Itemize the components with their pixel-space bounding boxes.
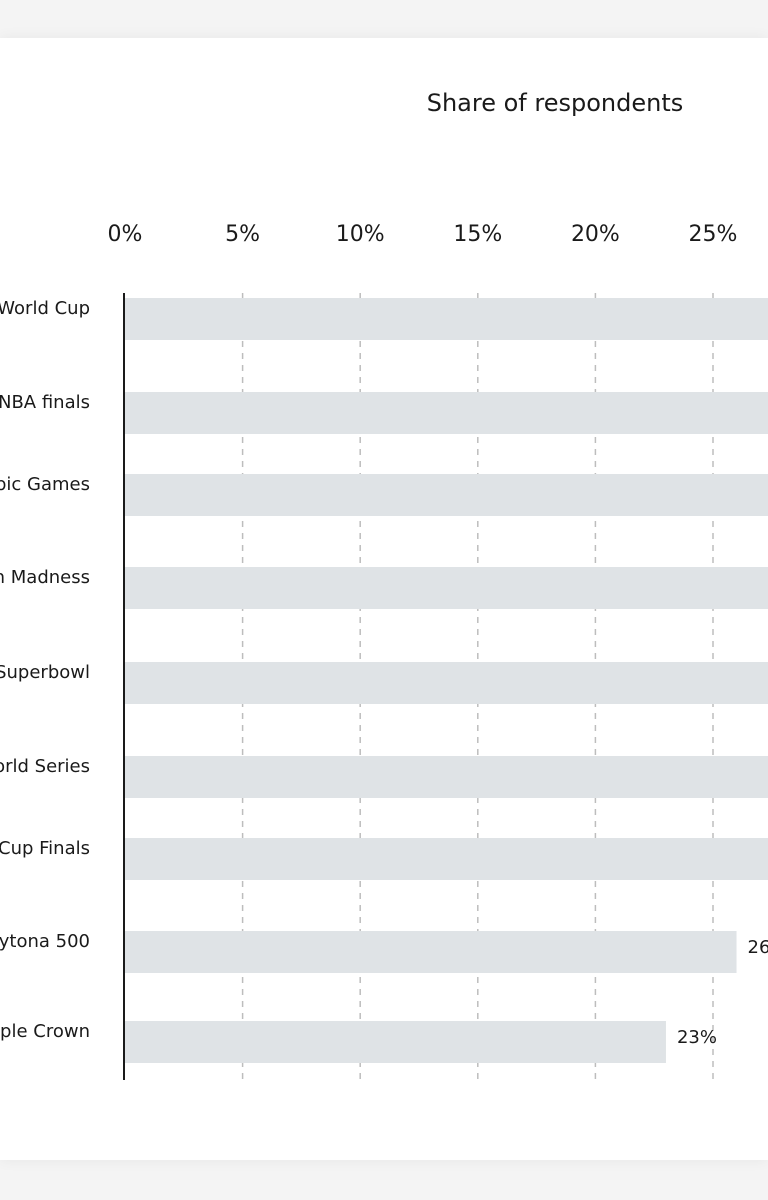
bar (125, 298, 768, 340)
cat-label: pic Games (0, 474, 90, 495)
bar (125, 838, 768, 880)
cat-label: ple Crown (0, 1021, 90, 1042)
chart-title: Share of respondents (427, 89, 684, 117)
bar (125, 931, 737, 973)
x-tick-label: 5% (225, 222, 260, 247)
cat-label: orld Series (0, 756, 90, 777)
bar (125, 392, 768, 434)
x-tick-label: 25% (689, 222, 738, 247)
value-label: 23% (677, 1027, 717, 1048)
cat-label: ytona 500 (0, 931, 90, 952)
bar (125, 567, 768, 609)
bar (125, 474, 768, 516)
bar (125, 1021, 666, 1063)
cat-label: World Cup (0, 298, 90, 319)
x-tick-label: 10% (336, 222, 385, 247)
cat-label: Superbowl (0, 662, 90, 683)
cat-label: NBA finals (0, 392, 90, 413)
x-tick-label: 0% (108, 222, 143, 247)
bar (125, 662, 768, 704)
bar (125, 756, 768, 798)
value-label: 26% (748, 937, 768, 958)
cat-label: n Madness (0, 567, 90, 588)
x-tick-label: 20% (571, 222, 620, 247)
x-tick-label: 15% (453, 222, 502, 247)
cat-label: Cup Finals (0, 838, 90, 859)
